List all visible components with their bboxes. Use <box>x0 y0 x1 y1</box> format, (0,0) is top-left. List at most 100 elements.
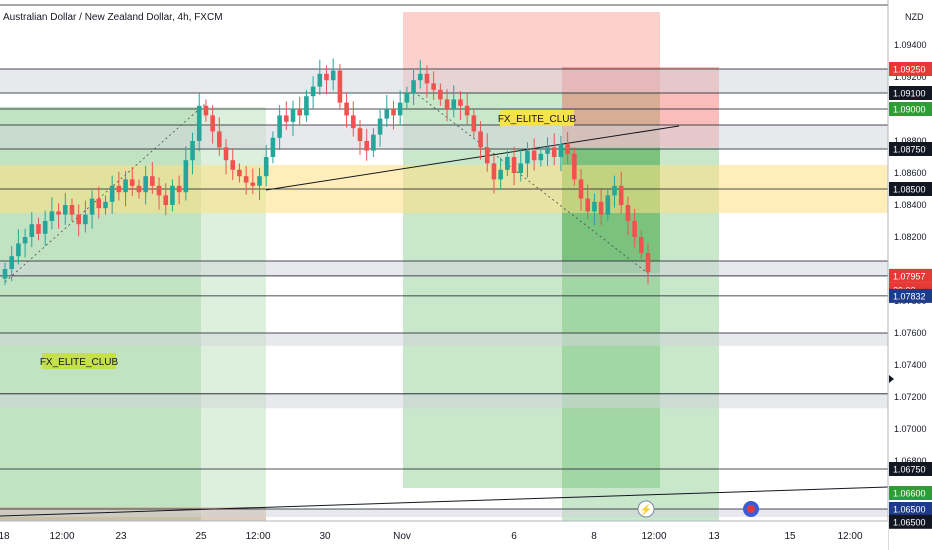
candle-body[interactable] <box>263 157 269 177</box>
candle-body[interactable] <box>116 185 122 193</box>
candle-body[interactable] <box>223 147 229 161</box>
candle-body[interactable] <box>69 205 75 215</box>
candle-body[interactable] <box>471 115 477 132</box>
candle-body[interactable] <box>190 141 195 161</box>
candle-body[interactable] <box>243 176 249 183</box>
candle-body[interactable] <box>62 205 68 215</box>
candle-body[interactable] <box>284 115 289 122</box>
candle-body[interactable] <box>317 73 323 87</box>
expand-arrow-icon[interactable] <box>889 375 894 383</box>
candle-body[interactable] <box>56 211 61 215</box>
candle-body[interactable] <box>2 269 8 279</box>
candle-body[interactable] <box>109 185 115 202</box>
candle-body[interactable] <box>364 141 369 151</box>
candle-body[interactable] <box>451 99 457 109</box>
candle-body[interactable] <box>324 73 329 81</box>
candle-body[interactable] <box>196 105 202 141</box>
candle-body[interactable] <box>531 150 537 161</box>
candle-body[interactable] <box>250 182 256 186</box>
candle-body[interactable] <box>129 179 135 186</box>
candle-body[interactable] <box>598 201 604 215</box>
candle-body[interactable] <box>411 80 416 93</box>
candle-body[interactable] <box>83 214 88 225</box>
lightning-event-icon[interactable] <box>637 500 655 518</box>
candle-body[interactable] <box>458 99 463 106</box>
candle-body[interactable] <box>551 147 557 157</box>
candle-body[interactable] <box>444 99 450 109</box>
candle-body[interactable] <box>578 179 584 199</box>
candle-body[interactable] <box>290 109 296 122</box>
candle-body[interactable] <box>337 70 343 103</box>
candle-body[interactable] <box>545 147 550 154</box>
candle-body[interactable] <box>42 221 48 234</box>
candle-body[interactable] <box>592 201 597 212</box>
candle-body[interactable] <box>491 163 497 180</box>
candle-body[interactable] <box>525 150 530 164</box>
candle-body[interactable] <box>183 160 189 193</box>
candle-body[interactable] <box>632 221 637 237</box>
candle-body[interactable] <box>350 115 356 129</box>
candle-body[interactable] <box>511 157 517 173</box>
candle-body[interactable] <box>304 96 309 116</box>
candle-body[interactable] <box>156 185 162 196</box>
candle-body[interactable] <box>217 131 222 148</box>
trend-line[interactable] <box>0 486 889 517</box>
candle-body[interactable] <box>565 144 570 154</box>
candle-body[interactable] <box>618 185 624 205</box>
candle-body[interactable] <box>645 253 651 273</box>
candle-body[interactable] <box>558 144 564 157</box>
candle-body[interactable] <box>277 115 282 138</box>
candle-body[interactable] <box>484 147 490 164</box>
candle-body[interactable] <box>538 153 544 161</box>
candle-body[interactable] <box>96 198 102 209</box>
candle-body[interactable] <box>585 198 591 212</box>
candle-body[interactable] <box>36 224 41 234</box>
candle-body[interactable] <box>270 137 276 157</box>
candle-body[interactable] <box>518 163 524 173</box>
candle-body[interactable] <box>237 169 242 177</box>
candle-body[interactable] <box>163 195 169 205</box>
time-axis[interactable] <box>0 521 888 550</box>
candle-body[interactable] <box>176 185 182 193</box>
candle-body[interactable] <box>230 160 236 170</box>
trend-line[interactable] <box>265 125 680 191</box>
candle-body[interactable] <box>344 102 349 116</box>
candle-body[interactable] <box>357 128 363 141</box>
candle-body[interactable] <box>384 109 390 119</box>
candle-body[interactable] <box>143 176 148 193</box>
candle-body[interactable] <box>404 93 410 103</box>
candle-body[interactable] <box>478 131 483 148</box>
candle-body[interactable] <box>22 237 28 244</box>
candle-body[interactable] <box>76 214 81 225</box>
candle-body[interactable] <box>397 102 403 116</box>
candle-body[interactable] <box>371 134 376 151</box>
candle-body[interactable] <box>89 198 95 215</box>
candle-body[interactable] <box>170 185 175 205</box>
candle-body[interactable] <box>16 243 21 257</box>
candle-body[interactable] <box>49 211 55 221</box>
candle-body[interactable] <box>203 105 209 116</box>
candle-body[interactable] <box>257 176 262 186</box>
candle-body[interactable] <box>377 118 383 135</box>
candle-body[interactable] <box>498 169 503 180</box>
candle-body[interactable] <box>431 83 436 90</box>
candle-body[interactable] <box>572 153 577 180</box>
candle-body[interactable] <box>424 73 430 84</box>
candle-body[interactable] <box>417 73 423 81</box>
candle-body[interactable] <box>391 109 396 116</box>
candle-body[interactable] <box>612 185 617 196</box>
candle-body[interactable] <box>330 70 336 81</box>
candle-body[interactable] <box>136 185 142 193</box>
candle-body[interactable] <box>29 224 35 237</box>
candle-body[interactable] <box>438 89 443 100</box>
candle-body[interactable] <box>625 205 631 221</box>
candle-body[interactable] <box>464 105 470 116</box>
candle-body[interactable] <box>210 115 215 132</box>
candle-body[interactable] <box>310 86 316 97</box>
candle-body[interactable] <box>150 176 155 186</box>
candle-body[interactable] <box>605 195 611 215</box>
candle-body[interactable] <box>505 157 510 170</box>
candle-body[interactable] <box>297 109 303 116</box>
candle-body[interactable] <box>639 237 644 253</box>
